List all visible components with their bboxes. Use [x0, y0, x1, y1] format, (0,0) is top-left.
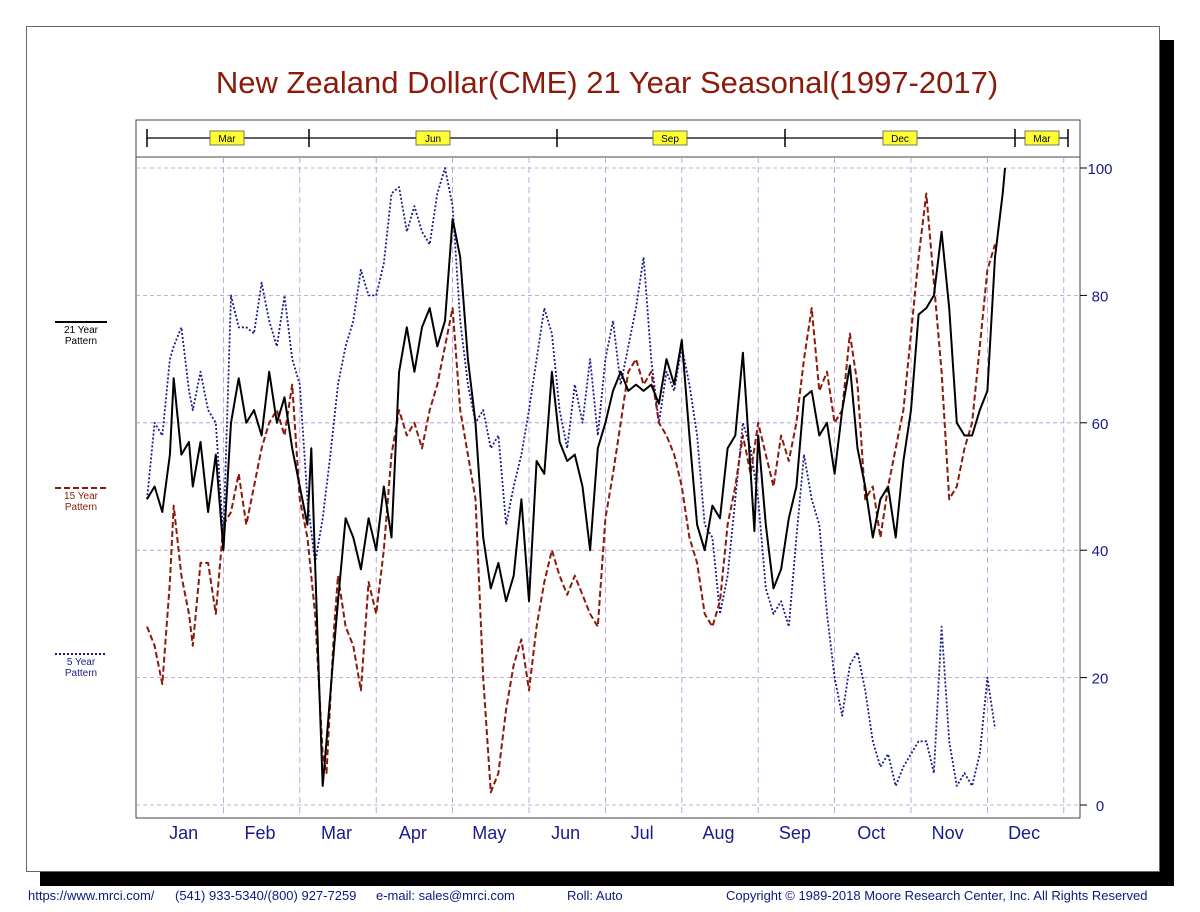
ytick-label-80: 80	[1092, 288, 1109, 305]
legend-label-2-1: Pattern	[65, 668, 97, 679]
legend-label-1-0: 15 Year	[64, 491, 99, 502]
legend-label-1-1: Pattern	[65, 502, 97, 513]
month-label-feb-1: Feb	[245, 823, 276, 843]
footer-website[interactable]: https://www.mrci.com/	[28, 888, 155, 903]
contract-label-3: Dec	[891, 134, 909, 145]
chart-title: New Zealand Dollar(CME) 21 Year Seasonal…	[216, 65, 998, 100]
month-label-jun-5: Jun	[551, 823, 580, 843]
contract-label-1: Jun	[425, 134, 441, 145]
contract-label-0: Mar	[218, 134, 236, 145]
contract-badge-2	[652, 130, 688, 146]
series-line-21-year-pattern	[146, 167, 1006, 787]
footer-copyright: Copyright © 1989-2018 Moore Research Cen…	[726, 888, 1148, 903]
contract-label-2: Sep	[661, 134, 679, 145]
month-label-nov-10: Nov	[932, 823, 964, 843]
ytick-label-0: 0	[1096, 798, 1104, 815]
month-label-aug-7: Aug	[702, 823, 734, 843]
month-label-oct-9: Oct	[857, 823, 885, 843]
ytick-label-40: 40	[1092, 543, 1109, 560]
ytick-label-100: 100	[1087, 161, 1112, 178]
series-line-5-year-pattern	[146, 167, 996, 787]
legend-label-0-1: Pattern	[65, 336, 97, 347]
ytick-label-20: 20	[1092, 671, 1109, 688]
contract-badge-1	[415, 130, 451, 146]
month-label-jan-0: Jan	[169, 823, 198, 843]
month-label-mar-2: Mar	[321, 823, 352, 843]
month-label-may-4: May	[472, 823, 506, 843]
contract-badge-4	[1024, 130, 1060, 146]
legend-label-0-0: 21 Year	[64, 325, 99, 336]
footer-phone: (541) 933-5340/(800) 927-7259	[175, 888, 357, 903]
month-label-apr-3: Apr	[399, 823, 427, 843]
contract-badge-3	[882, 130, 918, 146]
series-line-15-year-pattern	[146, 192, 996, 794]
contract-label-4: Mar	[1033, 134, 1051, 145]
month-label-sep-8: Sep	[779, 823, 811, 843]
ytick-label-60: 60	[1092, 416, 1109, 433]
month-label-dec-11: Dec	[1008, 823, 1040, 843]
footer-email[interactable]: e-mail: sales@mrci.com	[376, 888, 515, 903]
contract-badge-0	[209, 130, 245, 146]
month-label-jul-6: Jul	[631, 823, 654, 843]
legend-label-2-0: 5 Year	[67, 657, 96, 668]
plot-frame	[135, 156, 1081, 819]
footer-roll: Roll: Auto	[567, 888, 623, 903]
